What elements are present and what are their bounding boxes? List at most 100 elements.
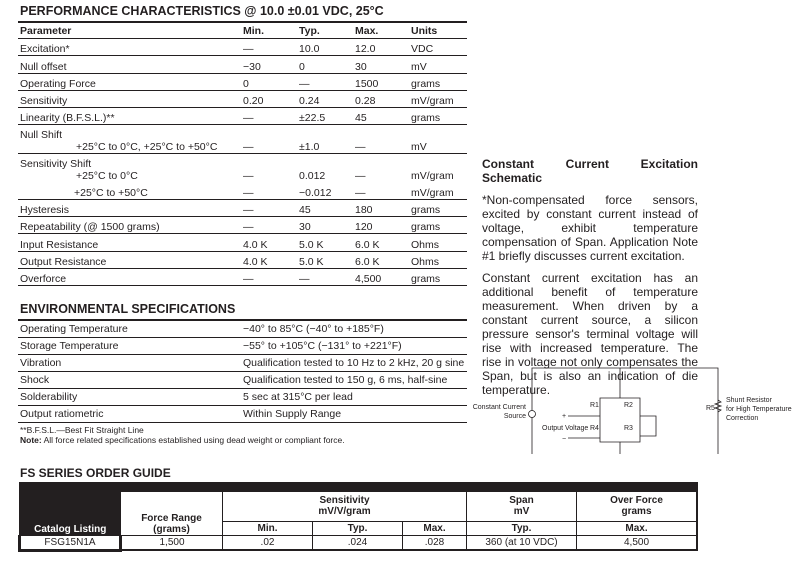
cell: 1500 <box>353 73 409 91</box>
table-row: Hysteresis —45 180 grams <box>18 199 467 218</box>
label-source: Source <box>504 413 526 420</box>
header-catalog: Catalog Listing <box>19 490 121 536</box>
cell: grams <box>409 216 467 235</box>
param-label: Sensitivity Shift <box>20 158 92 171</box>
cell: — <box>355 170 366 183</box>
col-header: Typ. <box>297 22 353 39</box>
schematic-title: Constant Current Excitation Schematic <box>482 157 698 185</box>
cell: 180 <box>353 199 409 218</box>
table-row: Sensitivity 0.20 0.24 0.28 mV/gram <box>18 90 467 109</box>
label-shunt: for High Temperature <box>726 406 792 413</box>
note-label: Note: <box>20 435 42 445</box>
cell: .02 <box>222 534 313 551</box>
header-min: Min. <box>222 520 313 536</box>
param-sub: +25°C to +50°C <box>18 182 241 200</box>
header-text: Sensitivity <box>319 495 370 506</box>
param-label: Shock <box>18 371 241 389</box>
cell: 1,500 <box>120 534 223 551</box>
table-row: Sensitivity Shift +25°C to 0°C — 0.012 — mV/… <box>18 154 467 183</box>
table-row: Null Shift +25°C to 0°C, +25°C to +50°C —… <box>18 124 467 155</box>
param-label: Operating Force <box>18 73 241 91</box>
header-over: Over Force grams <box>576 490 698 522</box>
cell: 0 <box>241 73 297 91</box>
cell: 4.0 K <box>241 251 297 269</box>
cell: Ohms <box>409 251 467 269</box>
performance-title: PERFORMANCE CHARACTERISTICS @ 10.0 ±0.01… <box>20 4 384 18</box>
cell: 5 sec at 315°C per lead <box>241 388 467 406</box>
label-plus: + <box>562 413 566 420</box>
cell: mV/gram <box>411 170 454 183</box>
col-header: Parameter <box>18 22 241 39</box>
table-row: Output Resistance 4.0 K 5.0 K 6.0 K Ohms <box>18 251 467 269</box>
cell: 45 <box>297 199 353 218</box>
cell: — <box>241 38 297 57</box>
cell: 12.0 <box>353 38 409 57</box>
cell: — <box>297 268 353 287</box>
col-header: Max. <box>353 22 409 39</box>
label-shunt: Shunt Resistor <box>726 397 773 404</box>
cell: Qualification tested to 150 g, 6 ms, hal… <box>241 371 467 389</box>
table-row: Operating Temperature −40° to 85°C (−40° … <box>18 320 467 338</box>
cell: 6.0 K <box>353 233 409 252</box>
cell: .028 <box>402 534 467 551</box>
cell: 30 <box>353 55 409 74</box>
cell: −55° to +105°C (−131° to +221°F) <box>241 337 467 355</box>
header-band <box>19 483 697 491</box>
cell: — <box>241 182 297 200</box>
label-source: Constant Current <box>473 404 526 411</box>
param-sub: +25°C to 0°C <box>76 170 138 183</box>
param-label: Sensitivity <box>18 90 241 109</box>
param-label: Excitation* <box>18 38 241 57</box>
cell: −0.012 <box>297 182 353 200</box>
param-label: Null offset <box>18 55 241 74</box>
cell: Within Supply Range <box>241 405 467 423</box>
param-label: Operating Temperature <box>18 320 241 338</box>
label-shunt: Correction <box>726 415 758 422</box>
order-guide-table: Catalog Listing Force Range (grams) Sens… <box>18 482 698 552</box>
cell-catalog: FSG15N1A <box>18 534 122 552</box>
cell: mV/gram <box>409 182 467 200</box>
table-row: +25°C to +50°C — −0.012— mV/gram <box>18 182 467 200</box>
header-text: mV/V/gram <box>318 506 371 517</box>
label-r2: R2 <box>624 402 633 409</box>
cell: grams <box>409 73 467 91</box>
header-over-max: Max. <box>576 520 698 536</box>
cell: ±1.0 <box>297 124 353 155</box>
cell: 5.0 K <box>297 233 353 252</box>
header-max: Max. <box>402 520 467 536</box>
cell: mV <box>409 55 467 74</box>
label-r3: R3 <box>624 425 633 432</box>
cell: 0.20 <box>241 90 297 109</box>
col-header: Units <box>409 22 467 39</box>
cell: 10.0 <box>297 38 353 57</box>
param-label: Overforce <box>18 268 241 287</box>
table-row: Null offset −30 0 30 mV <box>18 55 467 74</box>
note: Note: All force related specifications e… <box>20 435 345 446</box>
schematic-paragraph-2: Constant current excitation has an addit… <box>482 271 698 397</box>
param-label: Storage Temperature <box>18 337 241 355</box>
current-source-icon <box>528 410 536 418</box>
header-text: Over Force <box>610 495 663 506</box>
param-label: Null Shift <box>20 129 63 142</box>
cell: Qualification tested to 10 Hz to 2 kHz, … <box>241 354 467 372</box>
label-output: Output Voltage <box>542 425 588 432</box>
param-label: Output ratiometric <box>18 405 241 423</box>
cell: — <box>241 216 297 235</box>
header-force: Force Range (grams) <box>120 490 223 536</box>
cell: 120 <box>353 216 409 235</box>
cell: — <box>353 124 409 155</box>
table-row: Output ratiometric Within Supply Range <box>18 405 467 423</box>
param-label: Repeatability (@ 1500 grams) <box>18 216 241 235</box>
param-label: Linearity (B.F.S.L.)** <box>18 107 241 126</box>
cell: 0.012 <box>299 170 326 183</box>
cell: Ohms <box>409 233 467 252</box>
cell: 0.28 <box>353 90 409 109</box>
cell: — <box>241 107 297 126</box>
note-text: All force related specifications establi… <box>41 435 345 445</box>
cell: grams <box>409 268 467 287</box>
param-sub: +25°C to 0°C, +25°C to +50°C <box>76 141 218 154</box>
header-text: grams <box>621 506 652 517</box>
table-row: Input Resistance 4.0 K 5.0 K 6.0 K Ohms <box>18 233 467 252</box>
schematic-paragraph-1: *Non-compensated force sensors, excited … <box>482 193 698 263</box>
table-row: Vibration Qualification tested to 10 Hz t… <box>18 354 467 372</box>
